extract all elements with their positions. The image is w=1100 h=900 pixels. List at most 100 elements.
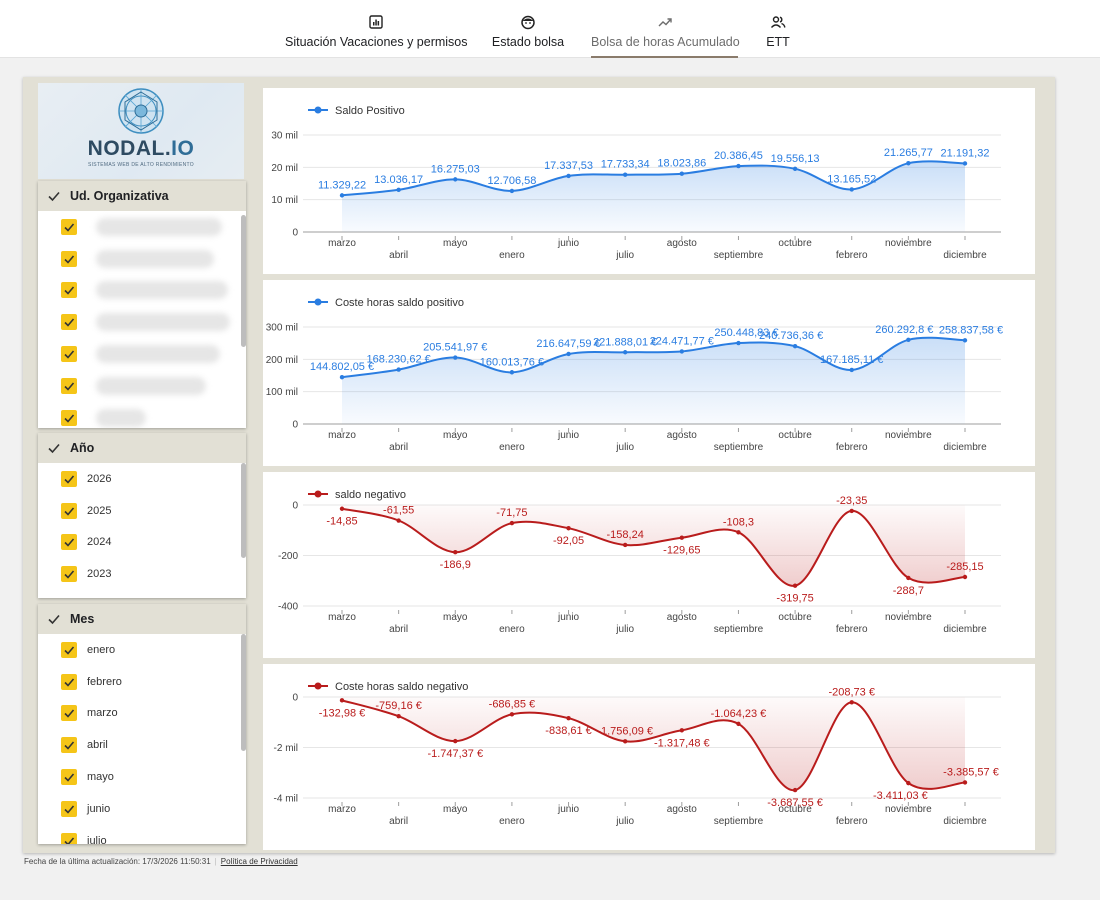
data-point[interactable] — [622, 172, 628, 177]
list-item[interactable] — [38, 275, 246, 307]
data-point[interactable] — [962, 338, 968, 343]
filter-ud-organizativa[interactable]: Ud. Organizativa — [38, 181, 246, 428]
data-point[interactable] — [849, 508, 854, 514]
data-point[interactable] — [453, 549, 458, 555]
data-point[interactable] — [792, 787, 798, 793]
tab-bolsa-horas-acumulado[interactable]: Bolsa de horas Acumulado — [591, 0, 740, 58]
data-point[interactable] — [396, 518, 401, 523]
list-item[interactable] — [38, 243, 246, 275]
list-item[interactable] — [38, 402, 246, 428]
list-item[interactable] — [38, 211, 246, 243]
privacy-policy-link[interactable]: Política de Privacidad — [220, 857, 298, 866]
data-point[interactable] — [736, 163, 741, 169]
data-point[interactable] — [736, 530, 741, 535]
data-point[interactable] — [622, 350, 628, 355]
checkbox-checked-icon[interactable] — [61, 502, 77, 519]
filter-mes[interactable]: Mes enero febrero marzo abril mayo junio… — [38, 604, 246, 844]
list-item[interactable] — [38, 338, 246, 370]
data-point[interactable] — [679, 728, 685, 733]
list-item[interactable]: febrero — [38, 666, 246, 698]
filter-header[interactable]: Año — [38, 433, 246, 463]
tab-estado-bolsa[interactable]: Estado bolsa — [491, 0, 565, 58]
scrollbar[interactable] — [241, 215, 246, 347]
data-point[interactable] — [679, 171, 685, 176]
data-point[interactable] — [509, 520, 515, 526]
list-item[interactable] — [38, 370, 246, 402]
checkbox-checked-icon[interactable] — [61, 250, 77, 267]
scrollbar[interactable] — [241, 463, 246, 558]
checkbox-checked-icon[interactable] — [61, 705, 77, 722]
list-item[interactable]: julio — [38, 825, 246, 844]
list-item[interactable]: enero — [38, 634, 246, 666]
data-point[interactable] — [962, 574, 968, 580]
data-point[interactable] — [453, 738, 458, 744]
data-point[interactable] — [566, 715, 571, 721]
data-point[interactable] — [396, 187, 401, 193]
data-point[interactable] — [906, 575, 911, 581]
checkbox-checked-icon[interactable] — [61, 346, 77, 363]
data-point[interactable] — [679, 535, 685, 540]
checkbox-checked-icon[interactable] — [61, 470, 77, 487]
data-point[interactable] — [736, 721, 741, 727]
filter-header[interactable]: Mes — [38, 604, 246, 634]
checkbox-checked-icon[interactable] — [61, 832, 77, 844]
data-point[interactable] — [396, 367, 401, 372]
checkbox-checked-icon[interactable] — [61, 737, 77, 754]
list-item[interactable] — [38, 306, 246, 338]
data-point[interactable] — [566, 526, 571, 531]
data-point[interactable] — [339, 193, 345, 198]
data-point[interactable] — [906, 161, 911, 166]
data-point[interactable] — [792, 343, 798, 349]
data-point[interactable] — [566, 351, 571, 357]
checkbox-checked-icon[interactable] — [61, 566, 77, 583]
tab-situacion-vacaciones[interactable]: Situación Vacaciones y permisos — [285, 0, 468, 58]
list-item[interactable]: 2024 — [38, 527, 246, 559]
data-point[interactable] — [962, 780, 968, 785]
checkbox-checked-icon[interactable] — [61, 409, 77, 426]
data-point[interactable] — [566, 173, 571, 179]
data-point[interactable] — [906, 780, 911, 786]
filter-ano[interactable]: Año 2026 2025 2024 2023 — [38, 433, 246, 598]
data-point[interactable] — [509, 712, 515, 717]
data-point[interactable] — [509, 188, 515, 194]
data-point[interactable] — [339, 506, 345, 511]
checkbox-checked-icon[interactable] — [61, 218, 77, 235]
list-item[interactable]: junio — [38, 793, 246, 825]
data-point[interactable] — [849, 187, 854, 192]
data-point[interactable] — [453, 177, 458, 182]
list-item[interactable]: mayo — [38, 761, 246, 793]
checkbox-checked-icon[interactable] — [61, 314, 77, 331]
data-point[interactable] — [849, 367, 854, 373]
data-point[interactable] — [509, 370, 515, 375]
data-point[interactable] — [792, 583, 798, 588]
data-point[interactable] — [339, 698, 345, 703]
data-point[interactable] — [679, 349, 685, 354]
checkbox-checked-icon[interactable] — [61, 800, 77, 817]
checkbox-checked-icon[interactable] — [61, 769, 77, 786]
data-point[interactable] — [792, 166, 798, 171]
data-point[interactable] — [622, 739, 628, 744]
checkbox-checked-icon[interactable] — [61, 377, 77, 394]
tab-ett[interactable]: ETT — [762, 0, 794, 58]
checkbox-checked-icon[interactable] — [61, 673, 77, 690]
list-item[interactable]: 2023 — [38, 558, 246, 590]
data-point[interactable] — [622, 542, 628, 548]
data-point[interactable] — [453, 355, 458, 360]
data-point[interactable] — [396, 713, 401, 719]
checkbox-checked-icon[interactable] — [61, 641, 77, 658]
check-icon[interactable] — [46, 611, 62, 627]
list-item[interactable]: abril — [38, 729, 246, 761]
checkbox-checked-icon[interactable] — [61, 534, 77, 551]
data-point[interactable] — [736, 340, 741, 346]
data-point[interactable] — [962, 161, 968, 166]
data-point[interactable] — [906, 337, 911, 343]
list-item[interactable]: marzo — [38, 698, 246, 730]
checkbox-checked-icon[interactable] — [61, 282, 77, 299]
filter-header[interactable]: Ud. Organizativa — [38, 181, 246, 211]
check-icon[interactable] — [46, 440, 62, 456]
list-item[interactable]: 2025 — [38, 495, 246, 527]
data-point[interactable] — [339, 374, 345, 380]
list-item[interactable]: 2026 — [38, 463, 246, 495]
check-icon[interactable] — [46, 188, 62, 204]
scrollbar[interactable] — [241, 634, 246, 751]
